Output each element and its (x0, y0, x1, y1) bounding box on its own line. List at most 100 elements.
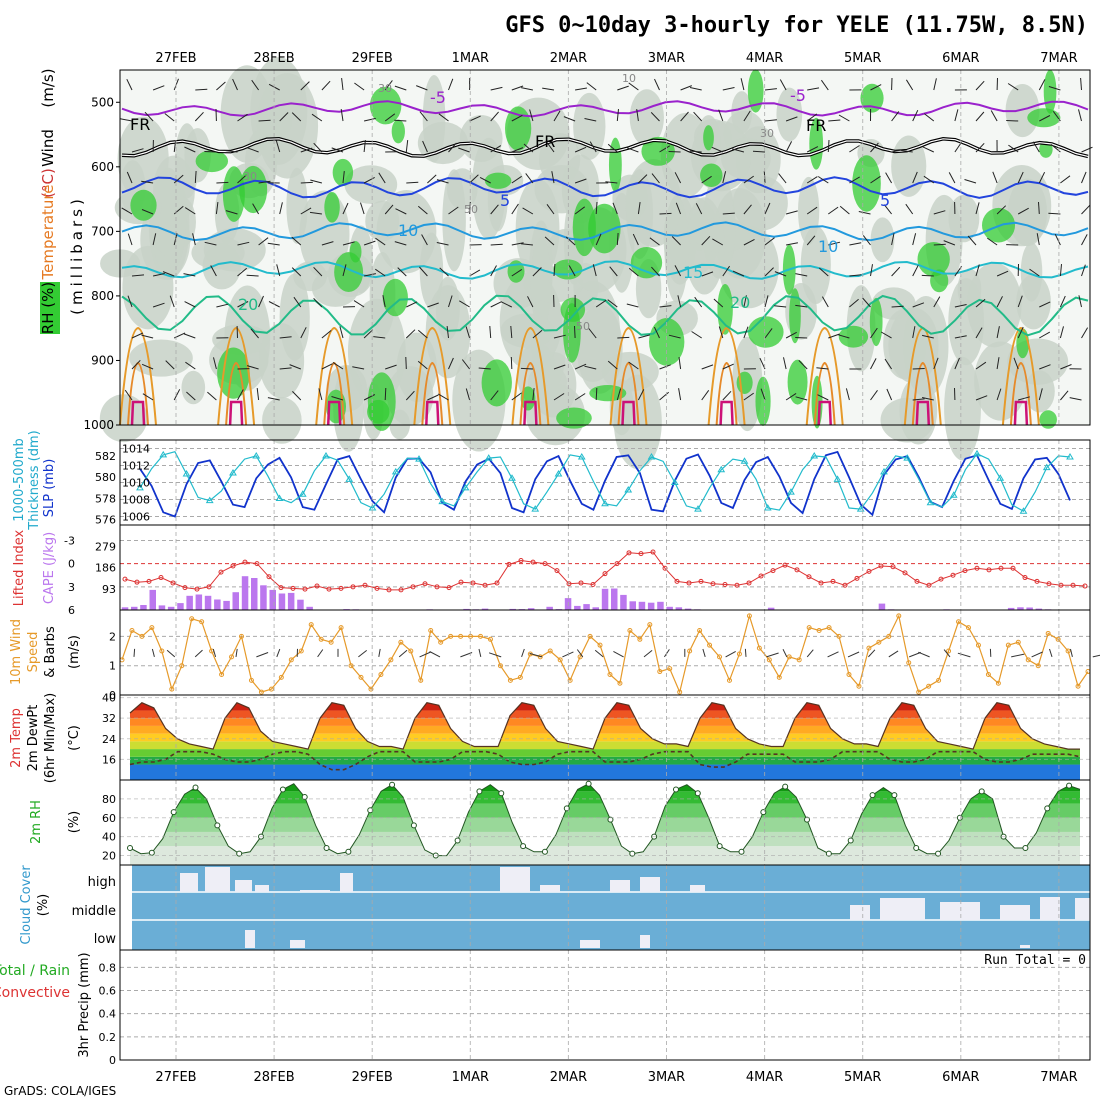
wind-barb (525, 173, 534, 184)
thickness-marker (833, 475, 842, 482)
wind-barb (713, 298, 724, 308)
wind-barb (628, 267, 639, 277)
rh-shade-green (324, 192, 340, 223)
wind-speed-point (258, 689, 264, 695)
thickness-marker (647, 453, 656, 460)
wind-speed-point (308, 622, 314, 628)
wind-speed-point (378, 671, 384, 677)
wind-barb (954, 357, 960, 370)
wind-barb (659, 212, 672, 215)
wind-barb (186, 391, 196, 401)
cloud-ylabel-unit: (%) (36, 894, 51, 917)
wind-barb (479, 176, 491, 184)
wind-barb (1038, 388, 1043, 401)
wind-barb-surface (847, 651, 860, 658)
wind-barb (342, 202, 349, 215)
lifted-index-point (1034, 578, 1040, 584)
thickness-marker (810, 451, 819, 459)
wind-speed-point (766, 657, 772, 663)
wind-barb (752, 150, 766, 153)
wind-barb (1059, 264, 1062, 277)
wind-barb (816, 367, 829, 370)
wind-barb (397, 267, 407, 277)
warm-plume-inner (425, 400, 440, 426)
wind-barb (490, 265, 497, 277)
wind-barb (722, 363, 734, 370)
lifted-index-point (422, 581, 428, 587)
thickness-marker (577, 453, 586, 460)
wind-barb (436, 179, 449, 184)
cloud-block (880, 898, 925, 920)
precip-tick-label: 0.4 (99, 1008, 117, 1021)
rh-point (869, 792, 876, 799)
wind-barb (651, 266, 660, 277)
wind-barb (141, 363, 154, 370)
wind-barb (237, 267, 248, 277)
wind-barb (891, 111, 900, 122)
temp-tick-label: 16 (102, 753, 116, 766)
rh-shade-gray (530, 237, 552, 329)
rh-tick-label: 40 (102, 831, 116, 844)
wind-speed-point (916, 689, 922, 695)
wind-barb (933, 357, 939, 370)
cape-bar (121, 607, 129, 610)
wind-barb (870, 358, 877, 370)
wind-barb (152, 273, 165, 277)
wind-speed-point (896, 613, 902, 619)
wind-barb (870, 142, 879, 153)
date-label-bottom: 28FEB (254, 1070, 295, 1085)
wind-barb (141, 334, 154, 339)
slp-ylabel-slp: SLP (mb) (42, 459, 57, 518)
rh-shade-green (391, 119, 405, 144)
rh-shade-gray (731, 91, 753, 134)
wind-barb (378, 172, 386, 184)
wind-speed-point (746, 613, 752, 619)
wind-speed-point (1055, 636, 1061, 642)
wind-barb-surface (782, 648, 788, 658)
wind-barb (300, 327, 307, 339)
wind-barb (912, 171, 918, 184)
wind-speed-point (458, 633, 464, 639)
thickness-marker (996, 474, 1005, 481)
lifted-index-point (830, 578, 836, 584)
li-ylabels: Lifted Index CAPE (J/kg) (12, 529, 57, 606)
rh-point (389, 781, 396, 788)
wind-barb (923, 113, 935, 122)
lifted-index-point (554, 568, 560, 574)
wind-speed-point (418, 677, 424, 683)
chart-title: GFS 0~10day 3-hourly for YELE (11.75W, 8… (505, 13, 1088, 38)
lifted-index-point (806, 574, 812, 580)
wind-speed-point (537, 654, 543, 660)
li-tick-label: 0 (68, 558, 75, 571)
wind-barb (718, 326, 724, 339)
cape-bar (574, 605, 581, 610)
wind-barb (828, 206, 839, 215)
rh-point (498, 790, 505, 797)
wind-speed-point (1065, 648, 1071, 654)
rh-shade-green (1039, 410, 1057, 429)
wind-barb (964, 179, 977, 184)
rh-point (978, 788, 985, 795)
wind-barb (510, 356, 513, 370)
rh-shade-green (852, 155, 881, 212)
wind-speed-point (956, 619, 962, 625)
wind-barb-surface (918, 651, 930, 658)
wind-speed-point (478, 633, 484, 639)
wind-barb (511, 392, 522, 401)
rh-shade-green (572, 198, 596, 257)
wind-barb (588, 328, 597, 339)
wind-barb-surface (594, 649, 604, 658)
rh-shade-green (860, 83, 884, 113)
li-tick-label: 6 (68, 604, 75, 617)
lifted-index-point (350, 584, 356, 590)
cape-bar (666, 606, 673, 610)
wind-barb (542, 87, 555, 91)
wind-barb (632, 233, 639, 246)
cape-bar (527, 608, 535, 610)
wind-speed-point (1085, 669, 1091, 675)
wind-barb (975, 202, 980, 215)
wind-barb (912, 326, 916, 339)
contour-label: 15 (683, 263, 703, 282)
lifted-index-point (578, 580, 584, 586)
wind-barb (406, 181, 419, 184)
